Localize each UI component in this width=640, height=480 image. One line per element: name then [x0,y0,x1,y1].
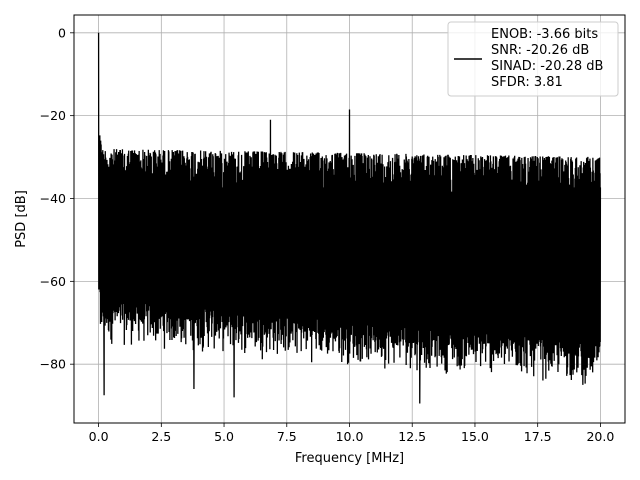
y-tick-label: −60 [40,274,66,289]
x-tick-label: 12.5 [398,429,426,444]
psd-series [97,32,602,404]
y-tick-label: −20 [40,108,66,123]
legend-entry-enob: ENOB: -3.66 bits [491,27,598,42]
axis-ticks: 0.0 2.5 5.0 7.5 10.0 12.5 15.0 17.5 20.0 0 −20 −40 −… [40,25,615,444]
x-tick-label: 10.0 [336,429,364,444]
x-axis-label: Frequency [MHz] [295,451,404,466]
y-axis-label: PSD [dB] [14,190,29,248]
x-tick-label: 7.5 [277,429,297,444]
legend: ENOB: -3.66 bits SNR: -20.26 dB SINAD: -… [447,21,619,97]
legend-entry-sinad: SINAD: -20.28 dB [491,59,603,74]
x-tick-label: 17.5 [524,429,552,444]
x-tick-label: 5.0 [214,429,234,444]
legend-entry-sfdr: SFDR: 3.81 [491,75,563,90]
legend-entry-snr: SNR: -20.26 dB [491,43,589,58]
y-tick-label: −40 [40,191,66,206]
x-tick-label: 2.5 [151,429,171,444]
y-tick-label: −80 [40,357,66,372]
legend-box [447,21,619,97]
psd-line [97,32,602,404]
x-tick-label: 15.0 [461,429,489,444]
x-tick-label: 0.0 [89,429,109,444]
y-tick-label: 0 [58,25,66,40]
x-tick-label: 20.0 [586,429,614,444]
